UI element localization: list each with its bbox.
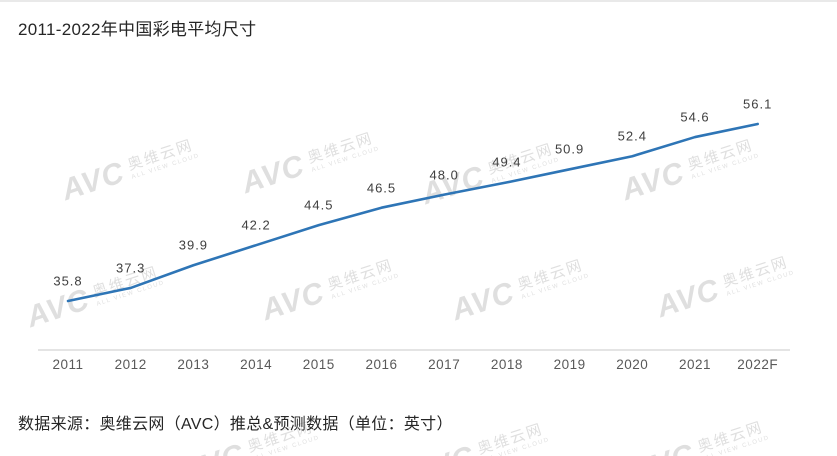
data-label: 42.2 (241, 217, 271, 233)
x-axis-label: 2019 (553, 357, 586, 372)
data-label: 52.4 (617, 128, 647, 144)
x-axis-label: 2020 (616, 357, 649, 372)
data-label: 35.8 (53, 273, 83, 289)
x-axis-label: 2021 (678, 357, 712, 372)
x-axis-label: 2012 (114, 357, 147, 372)
data-label: 56.1 (743, 96, 773, 112)
data-label: 37.3 (116, 260, 146, 276)
data-label: 50.9 (554, 141, 585, 157)
chart-title: 2011-2022年中国彩电平均尺寸 (18, 20, 257, 39)
x-axis-label: 2022F (737, 357, 779, 372)
data-label: 46.5 (366, 180, 397, 196)
data-label: 44.5 (304, 197, 334, 213)
series-line (66, 122, 760, 303)
x-axis-label: 2011 (52, 357, 84, 372)
x-axis-label: 2014 (240, 357, 273, 372)
data-label: 48.0 (429, 167, 459, 183)
x-axis-label: 2013 (177, 357, 210, 372)
data-label: 39.9 (178, 237, 209, 253)
x-axis-label: 2017 (428, 357, 461, 372)
source-note: 数据来源：奥维云网（AVC）推总&预测数据（单位：英寸） (18, 416, 453, 433)
data-label: 49.4 (492, 154, 522, 170)
x-axis-label: 2018 (490, 357, 523, 372)
x-axis-label: 2015 (302, 357, 335, 372)
x-axis-line (38, 349, 790, 351)
data-label: 54.6 (680, 109, 710, 125)
x-axis-label: 2016 (365, 357, 398, 372)
